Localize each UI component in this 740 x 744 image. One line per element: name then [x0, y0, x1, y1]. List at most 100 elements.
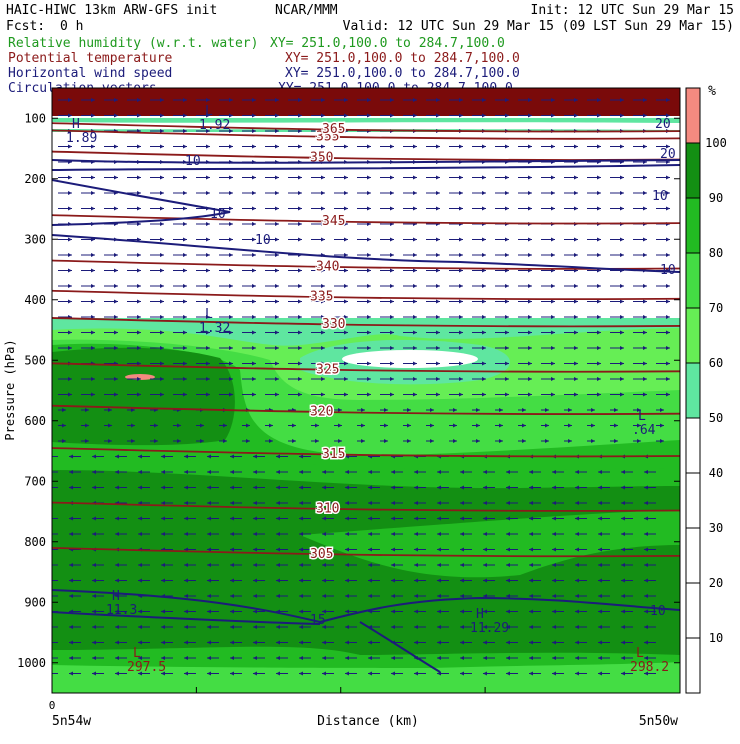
circulation-vector	[150, 299, 164, 304]
circulation-vector	[610, 98, 624, 102]
circulation-vector	[380, 330, 394, 335]
circulation-vector	[644, 532, 656, 536]
circulation-vector	[288, 346, 302, 350]
circulation-vector	[104, 392, 118, 397]
circulation-vector	[426, 330, 440, 335]
circulation-vector	[127, 392, 141, 397]
circulation-vector	[253, 516, 265, 521]
y-tick-label: 300	[24, 232, 46, 246]
circulation-vector	[483, 532, 495, 536]
circulation-vector	[242, 439, 250, 443]
circulation-vector	[58, 113, 72, 118]
circulation-vector	[633, 144, 647, 149]
circulation-vector	[161, 609, 173, 614]
circulation-vector	[173, 423, 181, 428]
circulation-vector	[81, 268, 95, 273]
circulation-vector	[115, 625, 127, 629]
circulation-vector	[322, 609, 334, 614]
circulation-vector	[564, 299, 578, 304]
circulation-vector	[81, 113, 95, 118]
circulation-vector	[460, 470, 472, 474]
circulation-vector	[299, 594, 311, 598]
x-axis-label: Distance (km)	[317, 714, 419, 729]
circulation-vector	[276, 656, 288, 660]
circulation-vector	[334, 206, 348, 211]
circulation-vector	[368, 485, 380, 490]
circulation-vector	[92, 594, 104, 598]
circulation-vector	[426, 423, 434, 428]
circulation-vector	[472, 315, 486, 319]
circulation-vector	[81, 253, 95, 257]
model-title: HAIC-HIWC 13km ARW-GFS init	[6, 3, 217, 18]
circulation-vector	[173, 129, 187, 133]
circulation-vector	[564, 315, 578, 319]
circulation-vector	[656, 206, 670, 211]
circulation-vector	[380, 191, 394, 195]
circulation-vector	[104, 346, 118, 350]
circulation-vector	[58, 377, 72, 381]
circulation-vector	[150, 253, 164, 257]
circulation-vector	[288, 191, 302, 195]
circulation-vector	[518, 98, 532, 102]
circulation-vector	[368, 656, 380, 660]
extremum-symbol: L	[133, 646, 141, 661]
circulation-vector	[69, 594, 81, 598]
circulation-vector	[656, 423, 664, 428]
circulation-vector	[265, 268, 279, 273]
theta-contour	[52, 214, 680, 225]
circulation-vector	[368, 578, 380, 583]
circulation-vector	[414, 578, 426, 583]
circulation-vector	[403, 361, 417, 366]
circulation-vector	[391, 656, 403, 660]
circulation-vector	[311, 222, 325, 226]
circulation-vector	[150, 175, 164, 180]
circulation-vector	[276, 594, 288, 598]
circulation-vector	[242, 206, 256, 211]
circulation-vector	[322, 501, 334, 505]
colorbar-unit: %	[708, 84, 716, 99]
circulation-vector	[403, 299, 417, 304]
circulation-vector	[253, 609, 265, 614]
circulation-vector	[552, 656, 564, 660]
circulation-vector	[587, 361, 601, 366]
circulation-vector	[69, 625, 81, 629]
circulation-vector	[219, 439, 227, 443]
circulation-vector	[449, 98, 463, 102]
circulation-vector	[472, 237, 486, 242]
circulation-vector	[150, 361, 164, 366]
circulation-vector	[92, 454, 104, 459]
circulation-vector	[506, 671, 518, 676]
circulation-vector	[506, 563, 518, 567]
rh-band-upper-1	[52, 88, 680, 116]
circulation-vector	[541, 330, 555, 335]
colorbar-band	[686, 308, 700, 363]
circulation-vector	[276, 501, 288, 505]
circulation-vector	[184, 625, 196, 629]
circulation-vector	[69, 470, 81, 474]
circulation-vector	[518, 253, 532, 257]
circulation-vector	[138, 656, 150, 660]
circulation-vector	[52, 456, 58, 457]
circulation-vector	[633, 361, 647, 366]
circulation-vector	[644, 578, 656, 583]
circulation-vector	[345, 625, 357, 629]
circulation-vector	[173, 377, 187, 381]
circulation-vector	[196, 222, 210, 226]
colorbar-band	[686, 253, 700, 308]
circulation-vector	[127, 113, 141, 118]
circulation-vector	[322, 470, 334, 474]
circulation-vector	[552, 609, 564, 614]
colorbar-tick-label: 90	[709, 191, 723, 205]
wind-speed-label: 20	[655, 117, 671, 132]
circulation-vector	[242, 361, 256, 366]
circulation-vector	[368, 470, 380, 474]
circulation-vector	[380, 439, 388, 443]
extremum-value: .64	[632, 423, 656, 438]
circulation-vector	[334, 284, 348, 288]
circulation-vector	[380, 392, 394, 397]
circulation-vector	[541, 439, 549, 443]
circulation-vector	[173, 299, 187, 304]
circulation-vector	[472, 206, 486, 211]
circulation-vector	[184, 578, 196, 583]
circulation-vector	[414, 532, 426, 536]
